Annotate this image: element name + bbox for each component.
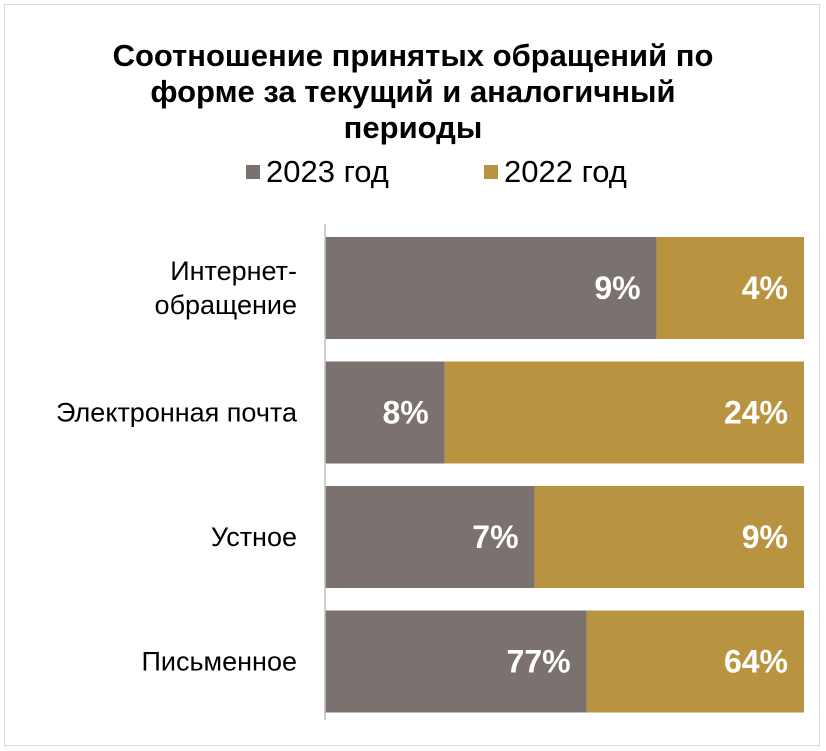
chart-legend: 2023 год 2022 год	[0, 154, 826, 190]
data-label: 9%	[594, 270, 640, 306]
data-label: 4%	[742, 270, 788, 306]
chart-title: Соотношение принятых обращений по форме …	[0, 38, 826, 146]
data-label: 64%	[724, 644, 788, 680]
category-label: Интернет-	[170, 256, 297, 286]
legend-label-2023: 2023 год	[266, 154, 389, 189]
bar-segment-2023	[325, 237, 657, 339]
legend-swatch-2022	[484, 165, 498, 179]
data-label: 7%	[472, 519, 518, 555]
data-label: 9%	[742, 519, 788, 555]
bar-segment-2023	[325, 486, 535, 588]
data-label: 8%	[383, 395, 429, 431]
bar-segment-2022	[444, 361, 804, 464]
category-label: Письменное	[142, 647, 298, 677]
legend-label-2022: 2022 год	[504, 154, 627, 189]
bar-segment-2023	[325, 610, 587, 713]
bar-segment-2022	[534, 486, 804, 588]
data-label: 77%	[507, 644, 571, 680]
chart-title-line: периоды	[343, 110, 483, 145]
category-label: Устное	[211, 522, 297, 552]
chart-title-line: Соотношение принятых обращений по	[112, 38, 714, 73]
legend-swatch-2023	[246, 165, 260, 179]
data-label: 24%	[724, 395, 788, 431]
category-label: обращение	[155, 290, 297, 320]
chart-title-line: форме за текущий и аналогичный	[150, 74, 676, 109]
bar-segment-2022	[656, 237, 804, 339]
bar-segment-2023	[325, 361, 445, 464]
legend-item-2023: 2023 год	[246, 154, 389, 190]
legend-item-2022: 2022 год	[484, 154, 627, 190]
category-label: Электронная почта	[56, 398, 298, 428]
bar-segment-2022	[586, 610, 804, 713]
